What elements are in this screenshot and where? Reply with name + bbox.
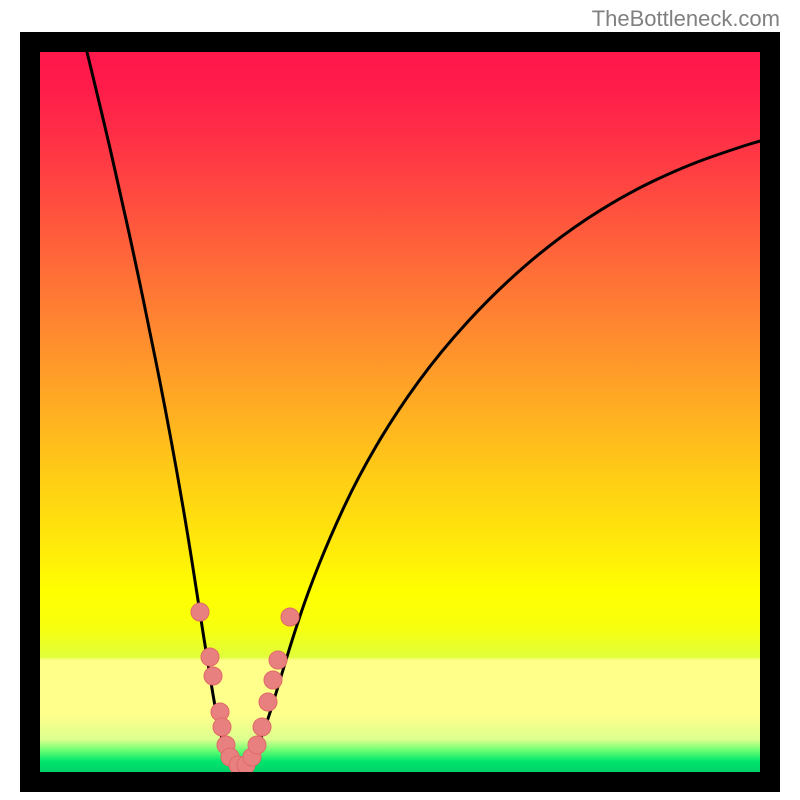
data-marker bbox=[253, 718, 271, 736]
bottleneck-curve bbox=[87, 52, 760, 767]
data-marker bbox=[269, 651, 287, 669]
plot-area bbox=[40, 52, 760, 772]
data-marker bbox=[259, 693, 277, 711]
data-marker bbox=[204, 667, 222, 685]
data-marker bbox=[281, 608, 299, 626]
data-marker bbox=[191, 603, 209, 621]
data-marker bbox=[201, 648, 219, 666]
data-marker bbox=[248, 736, 266, 754]
watermark-text: TheBottleneck.com bbox=[592, 6, 780, 32]
data-marker bbox=[213, 718, 231, 736]
data-marker bbox=[264, 671, 282, 689]
chart-svg bbox=[40, 52, 760, 772]
